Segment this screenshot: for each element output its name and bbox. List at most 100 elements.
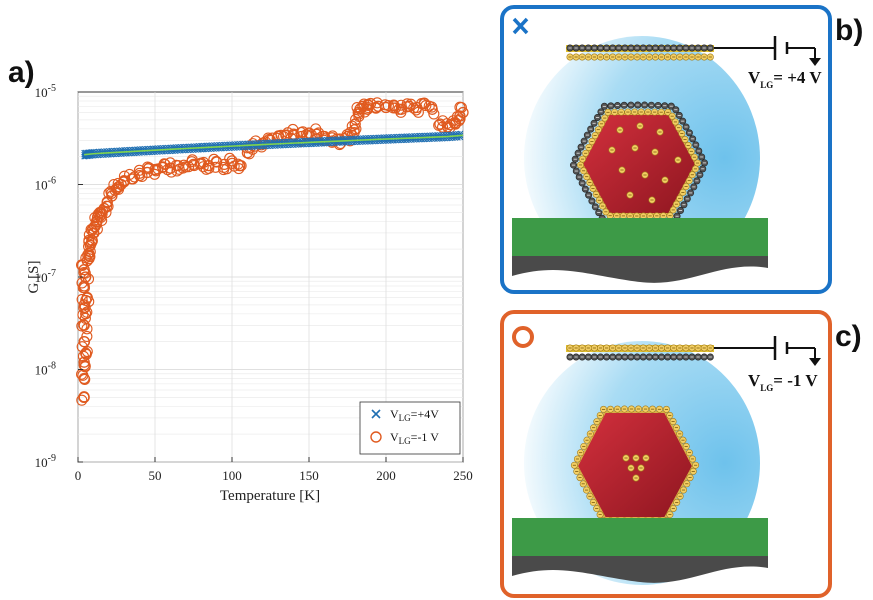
surface-cation [585,143,593,151]
surface-cation [579,155,587,163]
anion [689,135,697,143]
x-tick-label: 100 [222,468,242,483]
electron-charge [627,464,635,472]
y-tick-label: 10-9 [35,453,56,470]
anion [580,137,588,145]
gate-anion [578,353,586,361]
anion [667,102,675,110]
surface-cation [589,498,597,506]
gate-anion [566,44,574,52]
surface-cation [683,480,691,488]
surface-cation [671,118,679,126]
surface-cation [586,492,594,500]
surface-cation [679,436,687,444]
data-point-vlg-minus1 [426,101,438,113]
x-tick-label: 250 [453,468,473,483]
anion [577,143,585,151]
electron-charge [616,126,624,134]
surface-cation [588,137,596,145]
surface-cation [573,455,581,463]
surface-cation [570,461,578,469]
gate-cation [578,344,586,352]
gate-anion [609,353,617,361]
gate-cation [645,53,653,61]
gate-anion [572,353,580,361]
data-point-vlg-minus1 [355,102,367,114]
surface-cation [599,202,607,210]
electron-charge [608,146,616,154]
grid [77,92,464,463]
data-point-vlg-minus1 [88,227,100,239]
gate-cation [596,344,604,352]
gate-cation [657,53,665,61]
gate-anion [609,44,617,52]
gate-anion [700,353,708,361]
surface-cation [649,405,657,413]
gate-anion [706,353,714,361]
anion [696,171,704,179]
surface-cation [668,112,676,120]
surface-cation [692,461,700,469]
surface-cation [586,179,594,187]
gate-cation [578,53,586,61]
data-point-vlg-minus1 [454,113,466,125]
surface-cation [690,153,698,161]
gate-cation [633,344,641,352]
surface-cation [672,200,680,208]
data-point-vlg-minus1 [91,223,103,235]
surface-cation [672,424,680,432]
gate-anion [682,353,690,361]
surface-cation [580,442,588,450]
gate-anion [578,44,586,52]
surface-cation [583,436,591,444]
data-point-vlg-minus1 [393,103,405,115]
data-point-vlg-minus1 [233,163,245,175]
data-point-vlg-minus1 [101,200,113,212]
conductance-plot: 0 50 100 150 200 250 10-9 10-8 10-7 10-6 10-5 Tem… [26,83,473,504]
anion [587,125,595,133]
electron-charge [632,454,640,462]
surface-cation [642,405,650,413]
electron-charge [636,122,644,130]
data-point-vlg-minus1 [118,175,130,188]
gate-cation [572,344,580,352]
gate-cation [700,53,708,61]
y-tick-labels: 10-9 10-8 10-7 10-6 10-5 [35,83,83,470]
data-point-vlg-minus1 [197,161,209,173]
data-point-vlg-minus1 [112,177,124,189]
nanocrystal-charges [570,101,708,227]
gate-cation [584,344,592,352]
surface-cation [681,135,689,143]
surface-cation [689,467,697,475]
gate-anion [603,353,611,361]
surface-cation [675,124,683,132]
electron-charge [622,454,630,462]
surface-cation [589,185,597,193]
data-point-vlg-minus1 [218,164,230,176]
electron-charge [656,128,664,136]
surface-cation [606,212,614,220]
anion [679,117,687,125]
anion [590,119,598,127]
gate-cation [688,344,696,352]
y-axis-label: G [S] [26,261,42,294]
surface-cation [637,108,645,116]
gate-cation [596,53,604,61]
substrate [512,218,768,256]
anion [690,183,698,191]
legend: VLG=+4V VLG=-1 V [359,401,461,455]
surface-cation [659,212,667,220]
gate-anion [676,44,684,52]
gate-cation [682,53,690,61]
anion [607,102,615,110]
data-point-vlg-minus1 [150,165,162,177]
gate-cation [670,53,678,61]
surface-cation [601,114,609,122]
gate-anion [657,353,665,361]
electron-charge [618,166,626,174]
surface-cation [656,405,664,413]
cross-marker-icon [512,17,529,35]
surface-cation [602,208,610,216]
anion [641,101,649,109]
surface-cation [576,474,584,482]
